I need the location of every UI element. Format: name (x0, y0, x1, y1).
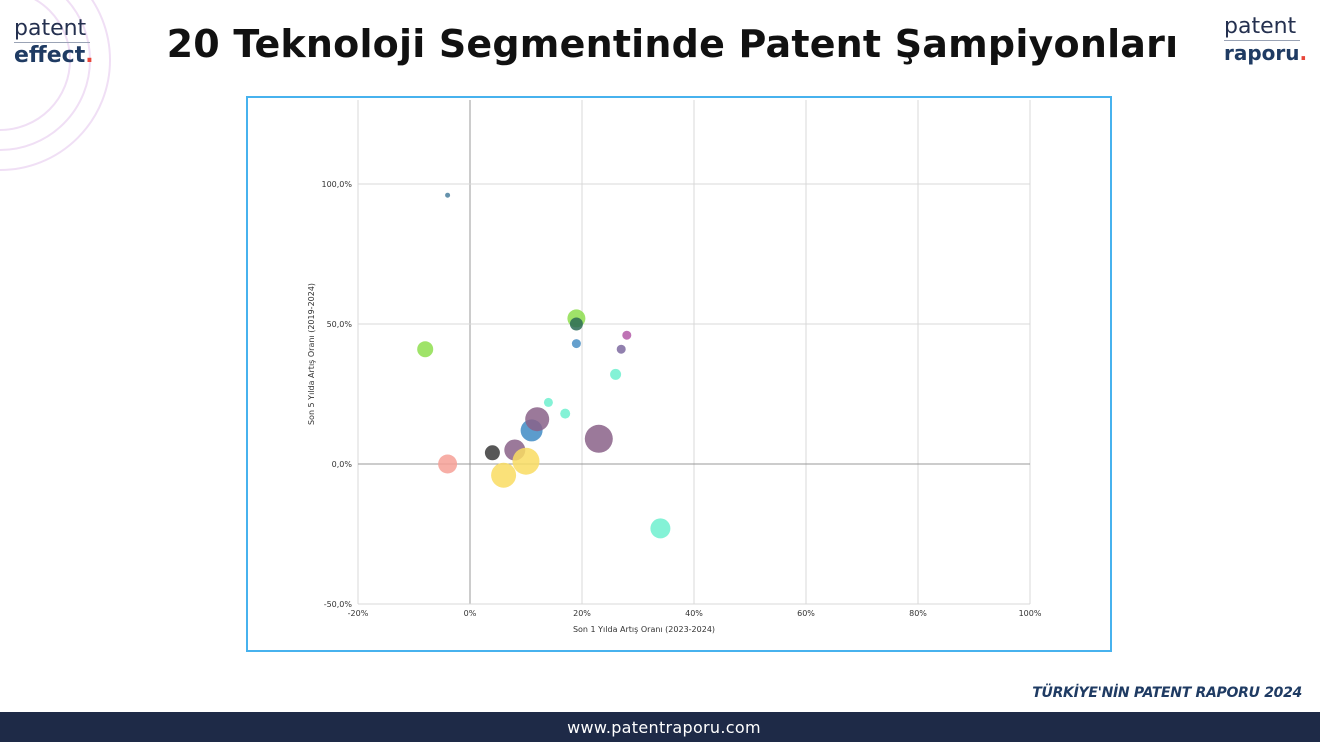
bubble-point (525, 407, 550, 432)
x-axis-label: Son 1 Yılda Artış Oranı (2023-2024) (573, 625, 715, 634)
logo-left-line1: patent (14, 16, 87, 41)
bubble-point (491, 462, 517, 488)
patent-effect-logo: patent effect. (14, 18, 94, 67)
y-tick-label: 100,0% (321, 180, 352, 189)
logo-left-line2: effect. (14, 45, 94, 67)
x-tick-label: 40% (685, 609, 703, 618)
bubble-chart: -20% 0% 20% 40% 60% 80% 100% -50,0% 0,0% 50,0% 100… (307, 100, 1042, 634)
y-tick-label: 0,0% (332, 460, 353, 469)
bubble-point (512, 447, 540, 475)
bubble-point (445, 192, 451, 198)
bubble-point (616, 344, 626, 354)
logo-left-dot: . (85, 43, 94, 68)
bubble-point (610, 368, 622, 380)
logo-left-word: effect (14, 43, 86, 68)
logo-right-dot: . (1299, 41, 1308, 65)
logo-right-line1: patent (1224, 14, 1297, 39)
logo-right-word: raporu (1224, 41, 1300, 65)
bubble-point (569, 317, 583, 331)
x-tick-label: -20% (348, 609, 369, 618)
bubble-point (484, 445, 500, 461)
bubble-point (650, 518, 671, 539)
bubble-point (622, 330, 632, 340)
bubble-point (438, 454, 458, 474)
x-tick-label: 80% (909, 609, 927, 618)
footer-bar: www.patentraporu.com (0, 712, 1320, 742)
report-label: TÜRKİYE'NİN PATENT RAPORU 2024 (1032, 685, 1302, 701)
x-tick-label: 60% (797, 609, 815, 618)
bubble-point (584, 424, 613, 453)
bubble-point (543, 397, 553, 407)
bubble-point (560, 408, 571, 419)
x-tick-label: 0% (464, 609, 477, 618)
footer-url[interactable]: www.patentraporu.com (567, 718, 761, 737)
x-tick-label: 100% (1019, 609, 1042, 618)
logo-left-rule (14, 42, 90, 43)
chart-frame: -20% 0% 20% 40% 60% 80% 100% -50,0% 0,0% 50,0% 100… (246, 96, 1112, 652)
y-axis-label: Son 5 Yılda Artış Oranı (2019-2024) (307, 283, 316, 425)
x-tick-label: 20% (573, 609, 591, 618)
bubble-point (571, 339, 581, 349)
logo-right-rule (1224, 40, 1300, 41)
y-tick-label: 50,0% (327, 320, 353, 329)
bubble-point (417, 341, 434, 358)
page-title: 20 Teknoloji Segmentinde Patent Şampiyon… (166, 22, 1179, 66)
y-tick-label: -50,0% (324, 600, 353, 609)
patent-raporu-logo: patent raporu. (1224, 16, 1307, 63)
background-arcs-decoration (0, 0, 111, 171)
logo-right-line2: raporu. (1224, 43, 1307, 63)
